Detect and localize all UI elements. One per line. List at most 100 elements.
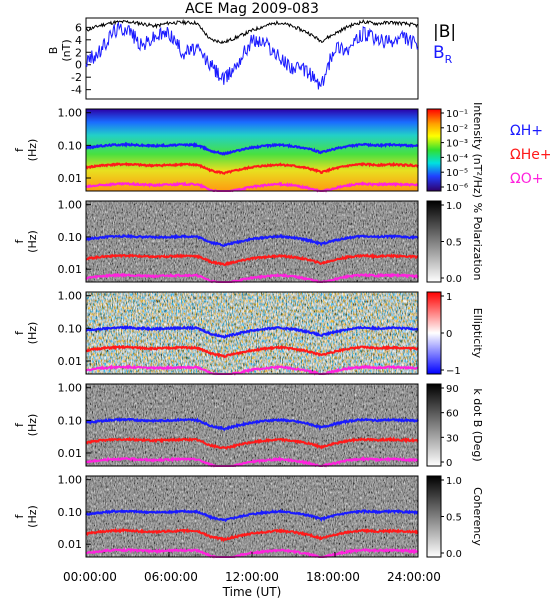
heatmap-noise: [86, 292, 418, 374]
y-axis-label: f: [13, 513, 26, 518]
colorbar-tick-label: 10⁻⁵: [446, 168, 468, 179]
x-tick-label: 06:00:00: [144, 570, 198, 584]
y-tick-label: 0.01: [58, 263, 83, 276]
x-tick-label: 24:00:00: [387, 570, 441, 584]
label-omega-h: ΩH+: [510, 123, 543, 139]
y-tick-label: 0.01: [58, 172, 83, 185]
panel-frame: [85, 291, 419, 375]
colorbar-tick-label: 0.0: [446, 274, 462, 285]
x-axis-label: Time (UT): [222, 585, 282, 599]
colorbar-tick-label: −1: [446, 366, 461, 377]
series-line-b-total: [85, 18, 419, 45]
panel-ellipticity: 1.00 0.10 0.01 f (Hz) 1 0 −1 Ellipticity: [13, 290, 484, 377]
y-tick-label: 1.00: [58, 199, 83, 212]
x-axis: 00:00:00 06:00:00 12:00:00 18:00:00 24:0…: [63, 570, 441, 599]
colorbar-label: k dot B (Deg): [471, 388, 484, 461]
colorbar-tick-label: 0: [446, 458, 452, 469]
x-tick-label: 00:00:00: [63, 570, 117, 584]
gyro-line-he: [85, 527, 419, 543]
colorbar-tick-label: 1: [446, 292, 452, 303]
chart-title: ACE Mag 2009-083: [185, 1, 319, 17]
y-axis-label: (Hz): [26, 230, 39, 253]
y-tick-label: 0.10: [58, 139, 83, 152]
gyro-line-h: [85, 141, 419, 156]
gyro-line-h: [85, 233, 419, 247]
legend-b-r: BR: [433, 43, 453, 66]
heatmap-fill: [86, 109, 418, 191]
y-axis-label: (nT): [60, 39, 73, 61]
colorbar-tick-label: 90: [446, 384, 459, 395]
y-tick-label: 4: [75, 34, 82, 47]
y-tick-label: 1.00: [58, 474, 83, 487]
panel-kdotb: 1.00 0.10 0.01 f (Hz) 90 60 30 0 k dot B (Deg): [13, 382, 484, 469]
y-axis-label: f: [13, 147, 26, 152]
gyro-line-he: [85, 436, 419, 450]
y-tick-label: 0.01: [58, 538, 83, 551]
y-tick-label: 1.00: [58, 107, 83, 120]
y-tick-label: -2: [71, 71, 82, 84]
gyro-line-o: [85, 455, 419, 468]
y-axis-label: (Hz): [26, 414, 39, 437]
y-axis-label: (Hz): [26, 139, 39, 162]
y-axis-label: f: [13, 422, 26, 427]
y-tick-label: 0.10: [58, 231, 83, 244]
y-axis-label: f: [13, 238, 26, 243]
gyro-line-o: [85, 181, 419, 193]
x-tick-label: 18:00:00: [306, 570, 360, 584]
colorbar-tick-label: 10⁻⁴: [446, 153, 468, 164]
y-tick-label: 2: [75, 46, 82, 59]
panel-frame: [85, 200, 419, 283]
panel-coherency: 1.00 0.10 0.01 f (Hz) 1.0 0.5 0.0 Coherency: [13, 474, 484, 560]
panel-frame: [85, 108, 419, 192]
y-tick-label: 1.00: [58, 382, 83, 395]
heatmap-noise: [86, 476, 418, 557]
label-omega-o: ΩO+: [510, 171, 543, 187]
gyro-line-h: [85, 417, 419, 432]
series-line-b-r: [85, 21, 419, 90]
gyro-line-o: [85, 363, 419, 376]
gyro-line-h: [85, 508, 419, 523]
gyro-line-he: [85, 161, 419, 176]
gyro-line-o: [85, 272, 419, 284]
y-tick-label: 0.01: [58, 447, 83, 460]
y-tick-label: 0.10: [58, 414, 83, 427]
colorbar-tick-label: 0.5: [446, 513, 462, 524]
y-tick-label: 6: [75, 21, 82, 34]
colorbar-tick-label: 30: [446, 433, 459, 444]
panel-polarization: 1.00 0.10 0.01 f (Hz) 1.0 0.5 0.0 % Polarization: [13, 199, 484, 285]
colorbar: [426, 475, 442, 558]
y-tick-label: 1.00: [58, 290, 83, 303]
y-axis-label: B: [47, 47, 60, 55]
y-tick-label: 0.01: [58, 355, 83, 368]
colorbar-tick-label: 10⁻¹: [446, 109, 468, 120]
colorbar: [426, 291, 442, 375]
colorbar-label: Intensity (nT²/Hz): [471, 102, 484, 198]
y-tick-label: 0: [75, 59, 82, 72]
y-tick-label: 0.10: [58, 322, 83, 335]
y-axis-label: f: [13, 330, 26, 335]
colorbar-tick-label: 10⁻⁶: [446, 183, 468, 194]
colorbar-label: % Polarization: [471, 203, 484, 281]
colorbar: [426, 383, 442, 467]
legend-b-r-subscript: R: [445, 53, 453, 66]
panel-frame: [85, 383, 419, 467]
colorbar-tick-label: 0.5: [446, 238, 462, 249]
gyro-line-h: [85, 324, 419, 339]
label-omega-he: ΩHe+: [510, 147, 550, 163]
colorbar-tick-label: 10⁻²: [446, 124, 468, 135]
colorbar-tick-label: 1.0: [446, 476, 462, 487]
colorbar-label: Coherency: [471, 487, 484, 546]
colorbar-tick-label: 0.0: [446, 549, 462, 560]
panel-intensity: 1.00 0.10 0.01 f (Hz) 10⁻¹ 10⁻² 10⁻³ 10⁻⁴ 10⁻⁵ 10⁻…: [13, 102, 550, 198]
gyro-line-he: [85, 344, 419, 359]
y-axis-label: (Hz): [26, 505, 39, 528]
colorbar-label: Ellipticity: [471, 308, 484, 359]
y-axis-label: (Hz): [26, 322, 39, 345]
colorbar: [426, 200, 442, 283]
heatmap-noise: [86, 201, 418, 282]
y-tick-label: -4: [71, 84, 82, 97]
